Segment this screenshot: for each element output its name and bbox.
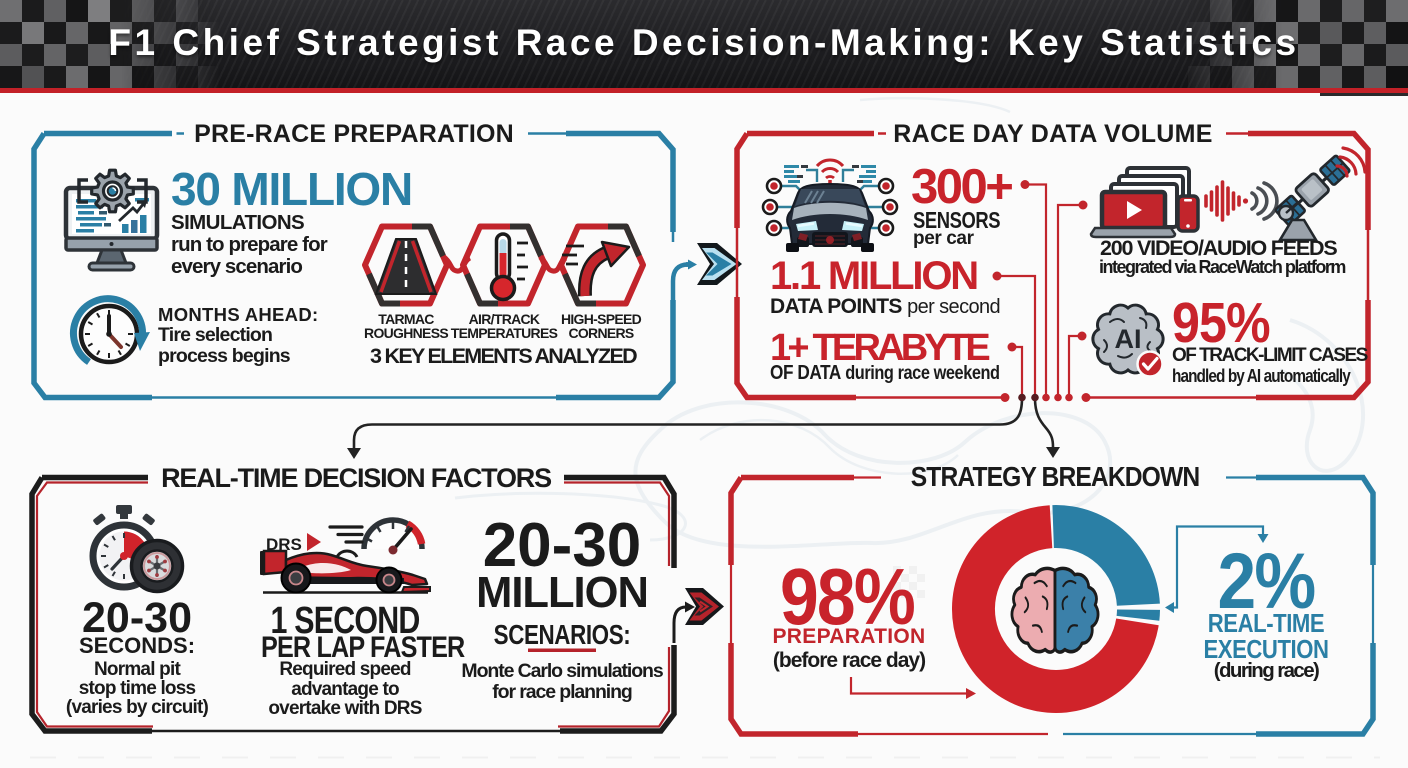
- svg-text:DRS: DRS: [266, 535, 302, 554]
- svg-text:AI: AI: [1115, 324, 1142, 354]
